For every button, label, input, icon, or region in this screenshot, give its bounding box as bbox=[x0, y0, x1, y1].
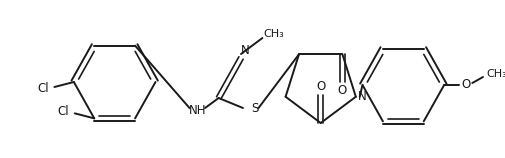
Text: O: O bbox=[337, 84, 346, 97]
Text: S: S bbox=[250, 103, 258, 115]
Text: N: N bbox=[358, 90, 366, 103]
Text: O: O bbox=[316, 80, 325, 94]
Text: N: N bbox=[240, 45, 249, 58]
Text: Cl: Cl bbox=[37, 82, 48, 95]
Text: CH₃: CH₃ bbox=[263, 29, 284, 39]
Text: CH₃: CH₃ bbox=[485, 69, 505, 79]
Text: O: O bbox=[461, 79, 470, 91]
Text: NH: NH bbox=[188, 103, 206, 116]
Text: Cl: Cl bbox=[57, 105, 69, 118]
